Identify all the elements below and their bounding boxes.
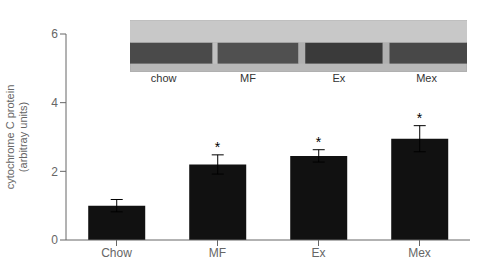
svg-text:Chow: Chow — [101, 246, 132, 260]
svg-text:Ex: Ex — [311, 246, 325, 260]
svg-text:MF: MF — [209, 246, 226, 260]
svg-text:cytochrome C protein(arbitray: cytochrome C protein(arbitray units) — [8, 85, 29, 190]
svg-text:2: 2 — [51, 165, 58, 179]
svg-text:6: 6 — [51, 27, 58, 41]
svg-text:Mex: Mex — [408, 246, 431, 260]
svg-text:0: 0 — [51, 233, 58, 247]
svg-text:*: * — [215, 139, 221, 155]
svg-text:Mex: Mex — [416, 72, 437, 84]
svg-text:*: * — [316, 134, 322, 150]
svg-text:Ex: Ex — [333, 72, 346, 84]
svg-text:*: * — [417, 110, 423, 126]
svg-text:MF: MF — [240, 72, 256, 84]
svg-text:chow: chow — [151, 72, 177, 84]
svg-text:4: 4 — [51, 96, 58, 110]
